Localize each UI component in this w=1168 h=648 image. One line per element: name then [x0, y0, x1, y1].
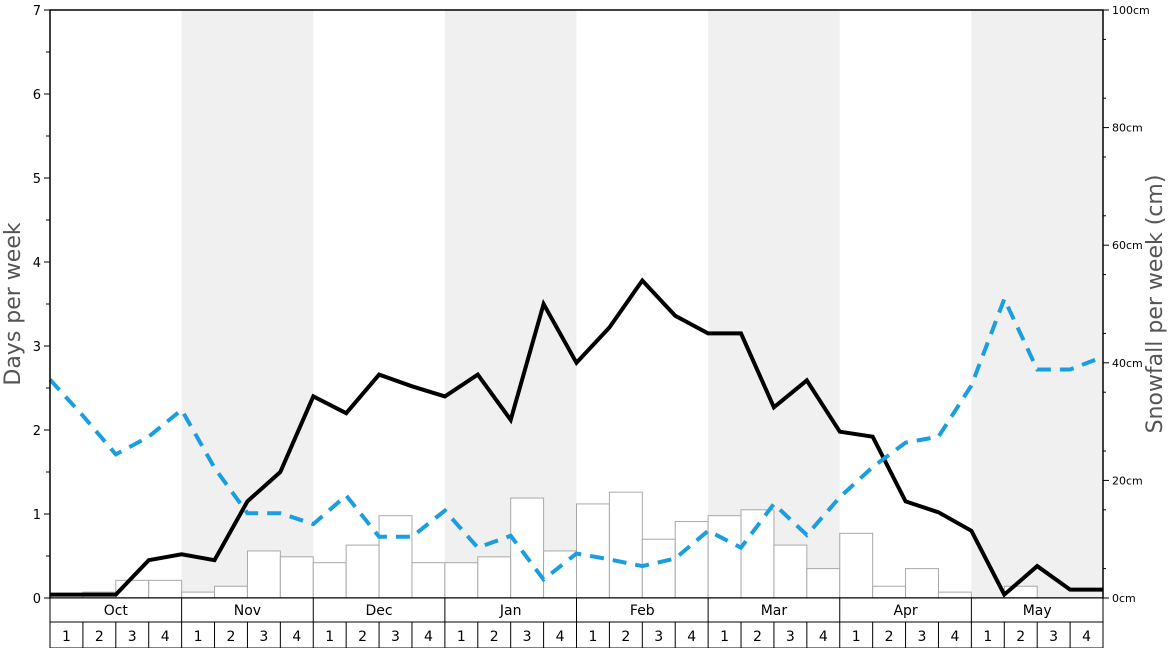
- week-label: 1: [852, 629, 861, 645]
- left-tick-label: 7: [33, 4, 41, 19]
- left-axis: 0 1 2 3 4 5 6 7: [33, 4, 50, 607]
- week-label: 4: [292, 629, 301, 645]
- week-label: 1: [588, 629, 597, 645]
- snowfall-bar: [345, 544, 380, 599]
- snowfall-bar: [378, 515, 413, 599]
- snowfall-bar: [707, 515, 742, 599]
- week-label: 3: [259, 629, 268, 645]
- week-label: 2: [227, 629, 236, 645]
- week-label: 2: [358, 629, 367, 645]
- right-tick-label: 20cm: [1112, 474, 1143, 487]
- snowfall-bars: [82, 491, 1038, 599]
- week-label: 4: [819, 629, 828, 645]
- right-tick-label: 80cm: [1112, 122, 1143, 135]
- snowfall-bar: [576, 503, 610, 599]
- week-label: 1: [983, 629, 992, 645]
- snowfall-bar: [246, 550, 281, 599]
- snowfall-bar: [608, 491, 643, 599]
- week-label: 2: [885, 629, 894, 645]
- snowfall-bar: [444, 562, 479, 599]
- left-tick-label: 3: [33, 340, 41, 355]
- snowfall-bar: [872, 585, 907, 599]
- snowfall-bar: [312, 562, 347, 599]
- month-label: Oct: [104, 603, 129, 619]
- snowfall-bar: [905, 568, 939, 599]
- week-label: 4: [424, 629, 433, 645]
- month-shading: [181, 10, 1103, 598]
- week-label: 1: [457, 629, 466, 645]
- week-label: 4: [556, 629, 565, 645]
- right-axis: 0cm 20cm 40cm 60cm 80cm 100cm: [1103, 4, 1150, 605]
- right-tick-label: 40cm: [1112, 357, 1143, 370]
- snowfall-bar: [214, 585, 248, 599]
- month-label: Nov: [234, 603, 261, 619]
- month-shade-band: [181, 10, 314, 598]
- right-tick-label: 0cm: [1112, 592, 1136, 605]
- week-label: 2: [753, 629, 762, 645]
- month-label: Mar: [761, 603, 788, 619]
- month-label: May: [1023, 603, 1052, 619]
- month-label: Jan: [499, 603, 522, 619]
- left-tick-label: 0: [33, 592, 41, 607]
- week-label: 3: [1049, 629, 1058, 645]
- snowfall-bar: [279, 556, 314, 599]
- right-tick-label: 100cm: [1112, 4, 1150, 17]
- snowfall-bar: [806, 568, 841, 599]
- week-label: 4: [687, 629, 696, 645]
- snowfall-bar: [148, 579, 183, 599]
- right-axis-title: Snowfall per week (cm): [1143, 175, 1168, 434]
- left-axis-title: Days per week: [1, 222, 26, 385]
- left-tick-label: 5: [33, 172, 41, 187]
- week-label: 4: [950, 629, 959, 645]
- snowfall-bar: [937, 591, 972, 599]
- right-tick-label: 60cm: [1112, 239, 1143, 252]
- week-label: 3: [391, 629, 400, 645]
- snowfall-bar: [411, 562, 446, 599]
- snowfall-bar: [641, 538, 676, 599]
- week-label: 2: [490, 629, 499, 645]
- week-label: 1: [325, 629, 334, 645]
- week-axis: 1 2 3 4 1 2 3 4 1 2 3 4 1 2 3 4 1 2 3 4 1 2 3 4 1 2 3 4 1 2 3 4: [49, 621, 1104, 648]
- month-label: Apr: [893, 603, 917, 619]
- snowfall-bar: [773, 544, 808, 599]
- week-label: 3: [523, 629, 532, 645]
- week-label: 2: [95, 629, 104, 645]
- chart-lines: [48, 277, 1104, 598]
- snowfall-bar: [510, 497, 545, 599]
- week-label: 4: [1082, 629, 1091, 645]
- solid-series-line: [50, 277, 1103, 598]
- month-label: Feb: [630, 603, 655, 619]
- left-tick-label: 4: [33, 256, 41, 271]
- left-tick-label: 6: [33, 88, 41, 103]
- snowfall-bar: [477, 556, 512, 599]
- week-label: 3: [654, 629, 663, 645]
- week-label: 1: [720, 629, 729, 645]
- week-label: 3: [128, 629, 137, 645]
- month-label: Dec: [366, 603, 393, 619]
- week-label: 2: [621, 629, 630, 645]
- month-axis: Oct Nov Dec Jan Feb Mar Apr May: [49, 597, 1104, 623]
- month-shade-band: [708, 10, 840, 598]
- week-label: 1: [62, 629, 71, 645]
- dashed-series-line: [48, 293, 1104, 583]
- month-shade-band: [971, 10, 1103, 598]
- week-label: 2: [1016, 629, 1025, 645]
- week-label: 3: [786, 629, 795, 645]
- left-tick-label: 1: [33, 508, 41, 523]
- left-tick-label: 2: [33, 424, 41, 439]
- snowfall-bar: [839, 532, 874, 599]
- snowfall-bar: [181, 591, 216, 599]
- week-label: 1: [194, 629, 203, 645]
- week-label: 4: [161, 629, 170, 645]
- week-label: 3: [918, 629, 927, 645]
